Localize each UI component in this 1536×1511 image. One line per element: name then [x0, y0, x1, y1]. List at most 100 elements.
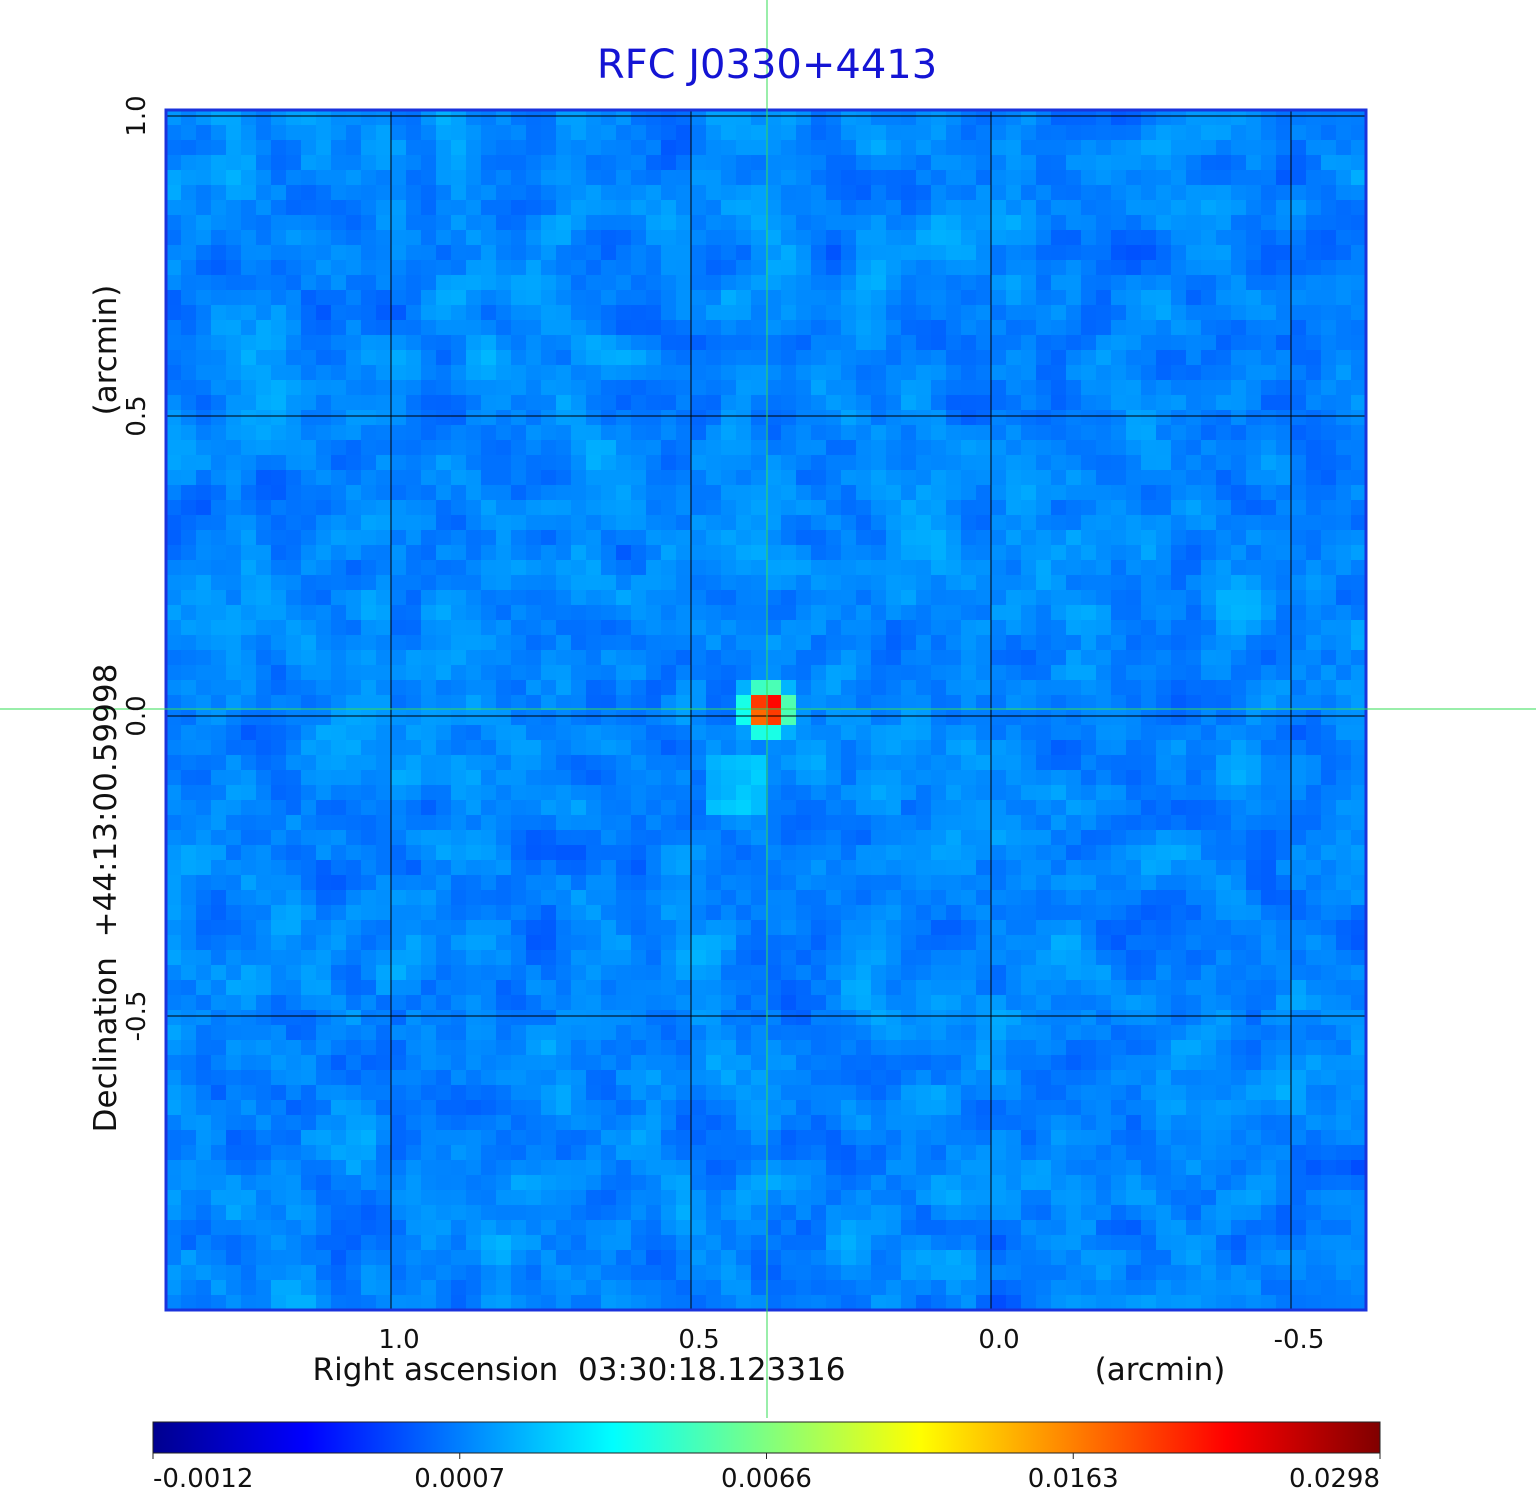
image-pixel: [421, 155, 437, 171]
image-pixel: [826, 1010, 842, 1026]
image-pixel: [346, 500, 362, 516]
image-pixel: [1291, 215, 1307, 231]
image-pixel: [181, 275, 197, 291]
image-pixel: [1306, 470, 1322, 486]
image-pixel: [196, 1025, 212, 1041]
image-pixel: [181, 575, 197, 591]
image-pixel: [1336, 920, 1352, 936]
image-pixel: [931, 935, 947, 951]
image-pixel: [1096, 695, 1112, 711]
image-pixel: [796, 935, 812, 951]
image-pixel: [691, 230, 707, 246]
image-pixel: [1231, 335, 1247, 351]
image-pixel: [466, 995, 482, 1011]
image-pixel: [616, 365, 632, 381]
image-pixel: [1066, 455, 1082, 471]
image-pixel: [1021, 845, 1037, 861]
image-pixel: [1246, 575, 1262, 591]
image-pixel: [391, 380, 407, 396]
image-pixel: [1051, 830, 1067, 846]
image-pixel: [961, 470, 977, 486]
image-pixel: [1246, 515, 1262, 531]
image-pixel: [361, 320, 377, 336]
image-pixel: [271, 320, 287, 336]
image-pixel: [1156, 320, 1172, 336]
image-pixel: [301, 710, 317, 726]
image-pixel: [571, 875, 587, 891]
image-pixel: [1096, 245, 1112, 261]
image-pixel: [826, 710, 842, 726]
image-pixel: [781, 965, 797, 981]
image-pixel: [316, 395, 332, 411]
image-pixel: [406, 395, 422, 411]
image-pixel: [1066, 185, 1082, 201]
image-pixel: [436, 515, 452, 531]
image-pixel: [541, 770, 557, 786]
image-pixel: [1351, 980, 1366, 996]
image-pixel: [226, 455, 242, 471]
image-pixel: [211, 500, 227, 516]
image-pixel: [811, 635, 827, 651]
image-pixel: [1171, 1025, 1187, 1041]
image-pixel: [901, 140, 917, 156]
image-pixel: [1276, 125, 1292, 141]
image-pixel: [901, 170, 917, 186]
image-pixel: [961, 1010, 977, 1026]
image-pixel: [631, 245, 647, 261]
image-pixel: [481, 530, 497, 546]
image-pixel: [481, 605, 497, 621]
image-pixel: [1156, 1010, 1172, 1026]
image-pixel: [931, 200, 947, 216]
image-pixel: [376, 890, 392, 906]
image-pixel: [1036, 380, 1052, 396]
image-pixel: [1081, 965, 1097, 981]
image-pixel: [946, 560, 962, 576]
image-pixel: [1081, 215, 1097, 231]
image-pixel: [841, 770, 857, 786]
image-pixel: [181, 1025, 197, 1041]
image-pixel: [886, 755, 902, 771]
image-pixel: [286, 830, 302, 846]
image-pixel: [646, 560, 662, 576]
image-pixel: [1321, 1010, 1337, 1026]
image-pixel: [646, 605, 662, 621]
image-pixel: [406, 695, 422, 711]
image-pixel: [1006, 830, 1022, 846]
image-pixel: [826, 470, 842, 486]
image-pixel: [331, 800, 347, 816]
image-pixel: [1291, 890, 1307, 906]
image-pixel: [1321, 560, 1337, 576]
image-pixel: [916, 665, 932, 681]
image-pixel: [1216, 935, 1232, 951]
image-pixel: [376, 635, 392, 651]
image-pixel: [241, 830, 257, 846]
image-pixel: [511, 110, 527, 126]
image-pixel: [346, 620, 362, 636]
image-pixel: [541, 755, 557, 771]
image-pixel: [751, 215, 767, 231]
image-pixel: [406, 290, 422, 306]
image-pixel: [541, 890, 557, 906]
image-pixel: [406, 185, 422, 201]
image-pixel: [1351, 845, 1366, 861]
image-pixel: [316, 950, 332, 966]
image-pixel: [166, 515, 182, 531]
image-pixel: [721, 725, 737, 741]
image-pixel: [601, 185, 617, 201]
image-pixel: [796, 335, 812, 351]
image-pixel: [856, 320, 872, 336]
image-pixel: [271, 140, 287, 156]
image-pixel: [706, 395, 722, 411]
image-pixel: [841, 1025, 857, 1041]
image-pixel: [1126, 125, 1142, 141]
image-pixel: [676, 530, 692, 546]
image-pixel: [451, 485, 467, 501]
image-pixel: [1351, 665, 1366, 681]
image-pixel: [271, 230, 287, 246]
image-pixel: [691, 200, 707, 216]
image-pixel: [766, 485, 782, 501]
image-pixel: [871, 155, 887, 171]
image-pixel: [241, 845, 257, 861]
image-pixel: [436, 995, 452, 1011]
image-pixel: [1351, 815, 1366, 831]
